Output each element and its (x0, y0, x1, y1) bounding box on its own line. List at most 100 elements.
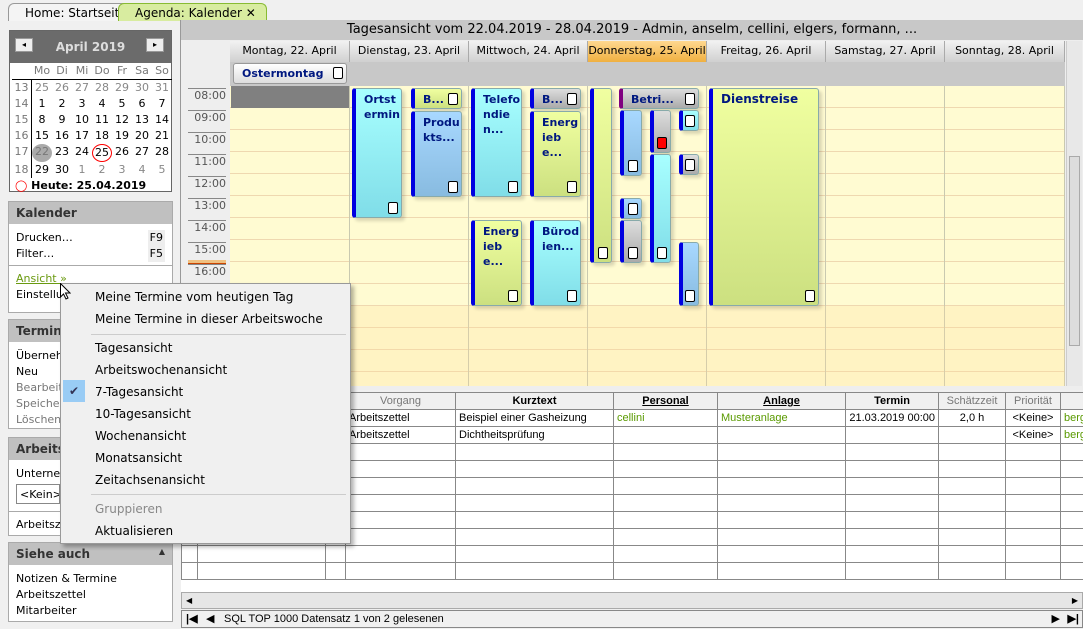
event[interactable] (679, 154, 699, 175)
event[interactable]: Bürodien... (530, 220, 581, 306)
ansicht-link[interactable]: Ansicht » (16, 272, 67, 285)
calendar-day[interactable]: 16 (55, 129, 69, 142)
table-cell[interactable]: Beispiel einer Gasheizung (455, 409, 614, 427)
horizontal-scrollbar[interactable]: ◀ ▶ (181, 592, 1083, 609)
event[interactable]: Energiebe... (530, 111, 581, 197)
event[interactable]: B... (411, 88, 462, 109)
calendar-day[interactable]: 19 (115, 129, 129, 142)
calendar-day[interactable]: 26 (55, 81, 69, 94)
calendar-day[interactable]: 8 (38, 113, 46, 126)
calendar-day[interactable]: 23 (55, 145, 69, 158)
close-icon[interactable]: ✕ (245, 6, 256, 20)
calendar-day[interactable]: 22 (32, 144, 52, 162)
calendar-day[interactable]: 28 (95, 81, 109, 94)
next-month-button[interactable]: ▸ (146, 38, 164, 52)
col-schaetzzeit[interactable]: Schätzzeit (938, 392, 1006, 410)
day-header[interactable]: Montag, 22. April (230, 41, 350, 62)
event[interactable] (650, 154, 671, 263)
scroll-left-icon[interactable]: ◀ (186, 596, 193, 605)
neu-item[interactable]: Neu (16, 365, 38, 378)
event[interactable]: Produkts... (411, 111, 462, 197)
event[interactable] (620, 220, 642, 263)
table-cell[interactable]: Dichtheitsprüfung (455, 426, 614, 444)
calendar-day[interactable]: 3 (78, 97, 86, 110)
calendar-day[interactable]: 1 (38, 97, 46, 110)
calendar-day[interactable]: 27 (135, 145, 149, 158)
prev-record-button[interactable]: ◀ (206, 613, 215, 625)
calendar-day[interactable]: 27 (75, 81, 89, 94)
day-header[interactable]: Samstag, 27. April (826, 41, 945, 62)
event[interactable] (620, 198, 642, 219)
filter-item[interactable]: Filter… F5 (16, 246, 165, 262)
scroll-right-icon[interactable]: ▶ (1071, 596, 1078, 605)
today-label[interactable]: Heute: 25.04.2019 (31, 179, 147, 192)
tab-kalender[interactable]: Agenda: Kalender ✕ (118, 3, 267, 21)
event[interactable]: Dienstreise (709, 88, 819, 306)
table-cell[interactable] (717, 426, 846, 444)
menu-item-heute[interactable]: Meine Termine vom heutigen Tag (95, 290, 294, 304)
calendar-day[interactable]: 3 (118, 163, 126, 176)
arbeitszettel-item[interactable]: Arbeitszettel (16, 518, 60, 531)
collapse-icon[interactable]: ▲ (158, 547, 165, 556)
last-record-button[interactable]: ▶| (1067, 613, 1079, 625)
calendar-day[interactable]: 12 (115, 113, 129, 126)
notizen-link[interactable]: Notizen & Termine (16, 572, 117, 585)
table-row[interactable] (181, 545, 1083, 563)
table-cell[interactable]: <Keine> (1005, 426, 1061, 444)
menu-item-7-tagesansicht[interactable]: 7-Tagesansicht (95, 385, 184, 399)
menu-item-arbeitswoche[interactable]: Meine Termine in dieser Arbeitswoche (95, 312, 323, 326)
day-header[interactable]: Freitag, 26. April (707, 41, 826, 62)
calendar-day[interactable]: 5 (158, 163, 166, 176)
col-anlage[interactable]: Anlage (717, 392, 846, 410)
menu-item-arbeitswochenansicht[interactable]: Arbeitswochenansicht (95, 363, 228, 377)
calendar-day[interactable]: 2 (98, 163, 106, 176)
event[interactable] (590, 88, 612, 263)
calendar-day[interactable]: 30 (135, 81, 149, 94)
calendar-day[interactable]: 1 (78, 163, 86, 176)
uebernehmen-item[interactable]: Übernehmen (16, 349, 60, 362)
table-cell[interactable] (938, 426, 1006, 444)
calendar-day[interactable]: 31 (155, 81, 169, 94)
table-cell[interactable]: <Keine> (1005, 409, 1061, 427)
table-cell[interactable]: Musteranlage (717, 409, 846, 427)
menu-item-aktualisieren[interactable]: Aktualisieren (95, 524, 174, 538)
menu-item-tagesansicht[interactable]: Tagesansicht (95, 341, 173, 355)
calendar-day[interactable]: 4 (138, 163, 146, 176)
calendar-day[interactable]: 28 (155, 145, 169, 158)
drucken-item[interactable]: Drucken… F9 (16, 230, 165, 246)
menu-item-monatsansicht[interactable]: Monatsansicht (95, 451, 183, 465)
event[interactable] (679, 110, 699, 131)
table-cell[interactable]: Arbeitszettel (345, 426, 456, 444)
tab-startseite[interactable]: Home: Startseite (8, 3, 138, 21)
calendar-day[interactable]: 15 (35, 129, 49, 142)
calendar-day[interactable]: 7 (158, 97, 166, 110)
col-termin[interactable]: Termin (845, 392, 939, 410)
unternehmen-select[interactable]: <Kein> (16, 484, 60, 504)
menu-item-wochenansicht[interactable]: Wochenansicht (95, 429, 187, 443)
mitarbeiter-link[interactable]: Mitarbeiter (16, 604, 77, 617)
table-cell[interactable]: Arbeitszettel (345, 409, 456, 427)
event[interactable]: B... (530, 88, 581, 109)
menu-item-10-tagesansicht[interactable]: 10-Tagesansicht (95, 407, 191, 421)
calendar-day[interactable]: 6 (138, 97, 146, 110)
calendar-day[interactable]: 29 (35, 163, 49, 176)
next-record-button[interactable]: ▶ (1051, 613, 1060, 625)
calendar-day[interactable]: 9 (58, 113, 66, 126)
day-header[interactable]: Mittwoch, 24. April (469, 41, 588, 62)
prev-month-button[interactable]: ◂ (15, 38, 33, 52)
day-header[interactable]: Sonntag, 28. April (945, 41, 1065, 62)
day-column[interactable] (945, 86, 1065, 386)
event[interactable] (650, 110, 671, 153)
arbeitszettel-link[interactable]: Arbeitszettel (16, 588, 86, 601)
calendar-day[interactable]: 5 (118, 97, 126, 110)
event[interactable] (679, 242, 699, 306)
first-record-button[interactable]: |◀ (186, 613, 198, 625)
table-cell[interactable]: berg (1060, 409, 1083, 427)
event[interactable]: Energiebe... (471, 220, 522, 306)
allday-event-ostermontag[interactable]: Ostermontag (233, 63, 347, 84)
calendar-day[interactable]: 21 (155, 129, 169, 142)
calendar-day[interactable]: 20 (135, 129, 149, 142)
calendar-day[interactable]: 29 (115, 81, 129, 94)
calendar-day[interactable]: 25 (35, 81, 49, 94)
table-cell[interactable]: 2,0 h (938, 409, 1006, 427)
